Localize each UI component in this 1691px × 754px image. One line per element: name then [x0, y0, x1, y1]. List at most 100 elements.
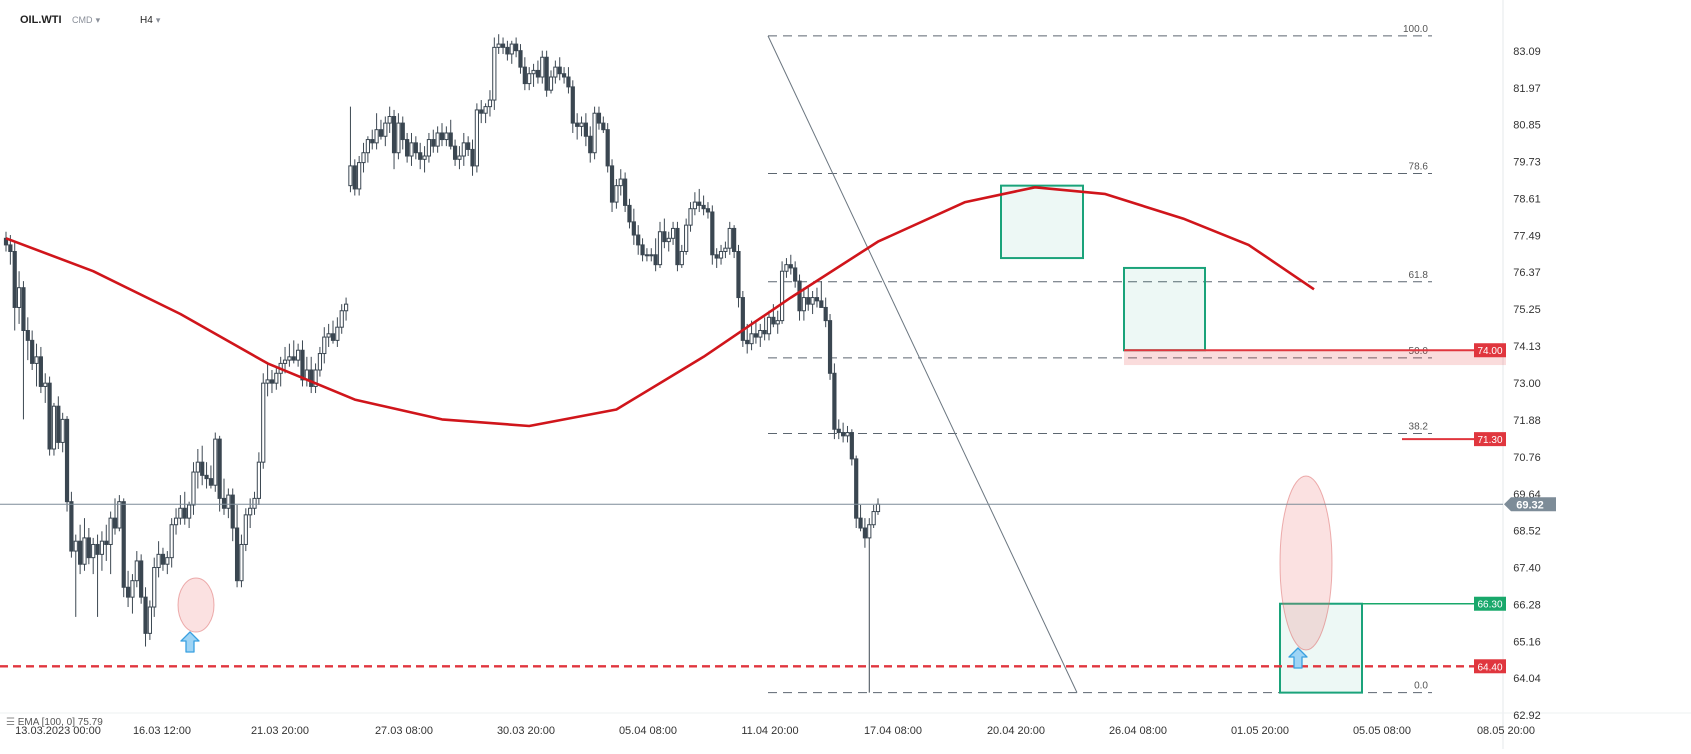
candle[interactable]: [30, 330, 35, 370]
consolidation-box[interactable]: [1000, 184, 1084, 260]
candle[interactable]: [143, 587, 148, 647]
candle[interactable]: [387, 106, 392, 133]
candle[interactable]: [797, 274, 802, 321]
candle[interactable]: [448, 119, 453, 150]
candle[interactable]: [82, 518, 87, 571]
candle[interactable]: [819, 281, 824, 308]
candle[interactable]: [91, 537, 96, 575]
candle[interactable]: [78, 524, 83, 575]
candle[interactable]: [871, 504, 876, 529]
symbol-label[interactable]: OIL.WTI: [20, 14, 62, 26]
candle[interactable]: [43, 373, 48, 403]
candle[interactable]: [675, 221, 680, 272]
candle[interactable]: [679, 244, 684, 268]
candle[interactable]: [104, 524, 109, 561]
candle[interactable]: [514, 37, 519, 58]
candle[interactable]: [147, 600, 152, 640]
candle[interactable]: [99, 531, 105, 571]
candle[interactable]: [487, 90, 493, 117]
candle[interactable]: [256, 452, 261, 505]
candle[interactable]: [365, 136, 370, 163]
candle[interactable]: [705, 202, 711, 219]
candle[interactable]: [588, 126, 593, 163]
candle[interactable]: [575, 113, 580, 140]
candle[interactable]: [187, 501, 192, 529]
candle[interactable]: [361, 142, 366, 173]
fib-trend-line[interactable]: [767, 35, 1078, 693]
candle[interactable]: [452, 139, 458, 166]
candle[interactable]: [714, 248, 719, 268]
candle[interactable]: [252, 491, 257, 515]
candle[interactable]: [618, 169, 623, 196]
candle[interactable]: [858, 504, 863, 532]
candle[interactable]: [3, 231, 9, 252]
candle[interactable]: [479, 100, 484, 124]
candle[interactable]: [670, 221, 676, 245]
candle[interactable]: [121, 498, 126, 598]
candle[interactable]: [697, 188, 702, 212]
candle[interactable]: [810, 290, 815, 315]
candle[interactable]: [287, 343, 292, 367]
candle[interactable]: [636, 225, 641, 255]
candle[interactable]: [313, 363, 318, 394]
candle[interactable]: [592, 106, 597, 160]
candle[interactable]: [553, 60, 558, 84]
candle[interactable]: [753, 320, 759, 344]
candle[interactable]: [623, 172, 628, 212]
candle[interactable]: [195, 449, 200, 489]
candle[interactable]: [849, 429, 854, 466]
candle[interactable]: [505, 40, 510, 61]
candle[interactable]: [732, 225, 737, 259]
candle[interactable]: [25, 317, 30, 361]
candle[interactable]: [649, 248, 654, 262]
candle[interactable]: [779, 261, 785, 324]
candle[interactable]: [566, 67, 571, 94]
indicator-menu-icon[interactable]: ☰: [6, 717, 15, 728]
candle[interactable]: [304, 356, 309, 387]
candle[interactable]: [134, 551, 139, 588]
candle[interactable]: [230, 488, 235, 542]
candle[interactable]: [596, 106, 602, 130]
candle[interactable]: [570, 80, 575, 133]
candle[interactable]: [125, 570, 131, 608]
candle[interactable]: [788, 254, 793, 275]
candle[interactable]: [461, 132, 466, 166]
candle[interactable]: [152, 557, 157, 617]
candle[interactable]: [426, 132, 432, 163]
candle[interactable]: [431, 129, 436, 153]
candle[interactable]: [867, 518, 872, 693]
candle[interactable]: [213, 432, 218, 492]
candle[interactable]: [234, 504, 240, 588]
reversal-highlight[interactable]: [1279, 475, 1333, 651]
candle[interactable]: [640, 238, 645, 262]
candle[interactable]: [609, 159, 615, 212]
price-level-tag[interactable]: 64.40: [1474, 659, 1506, 674]
candle[interactable]: [343, 297, 349, 321]
candle[interactable]: [422, 146, 427, 173]
candle[interactable]: [845, 425, 850, 443]
candle[interactable]: [47, 376, 52, 456]
candle[interactable]: [38, 346, 43, 394]
candle[interactable]: [688, 202, 693, 232]
candle[interactable]: [409, 132, 414, 166]
candle[interactable]: [73, 534, 78, 617]
candle[interactable]: [793, 261, 798, 288]
candle[interactable]: [823, 297, 828, 328]
candle[interactable]: [348, 106, 353, 193]
candle[interactable]: [684, 218, 689, 255]
consolidation-box[interactable]: [1279, 602, 1363, 694]
candle[interactable]: [265, 363, 270, 397]
candle[interactable]: [16, 271, 22, 324]
candle[interactable]: [413, 136, 418, 160]
instrument-type-selector[interactable]: CMD ▾: [72, 14, 100, 26]
candle[interactable]: [875, 498, 881, 515]
candle[interactable]: [583, 113, 588, 147]
candle[interactable]: [862, 518, 868, 548]
candle[interactable]: [474, 103, 479, 173]
candle[interactable]: [400, 116, 405, 150]
candle[interactable]: [182, 491, 187, 525]
candle[interactable]: [160, 547, 166, 571]
candle[interactable]: [378, 119, 384, 140]
candle[interactable]: [243, 508, 248, 552]
